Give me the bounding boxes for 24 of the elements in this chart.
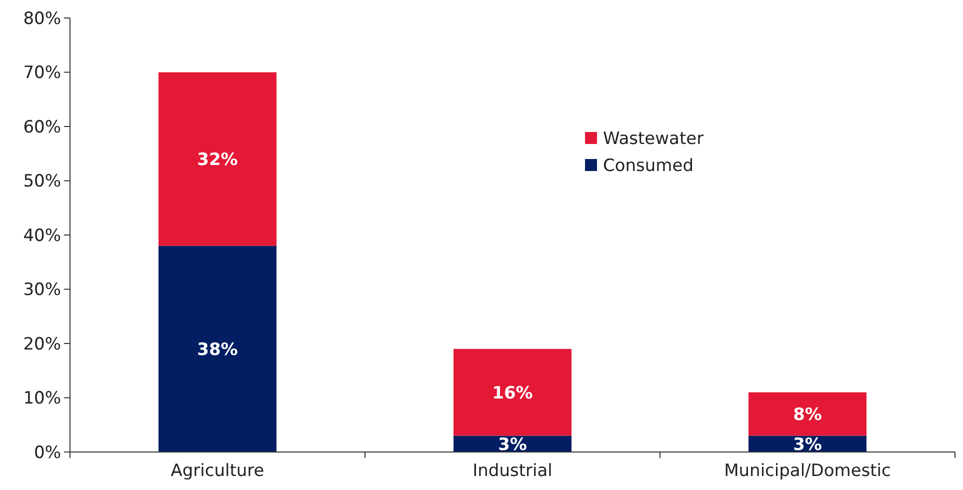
y-tick-label: 40%	[23, 226, 61, 246]
y-tick-label: 10%	[23, 388, 61, 409]
y-tick-label: 50%	[23, 172, 61, 192]
data-label: 8%	[793, 404, 822, 425]
data-label: 32%	[197, 150, 238, 170]
y-tick-label: 0%	[34, 442, 61, 463]
x-tick-label: Agriculture	[170, 461, 264, 481]
y-tick-label: 60%	[23, 117, 61, 138]
bar	[748, 392, 866, 436]
legend-label: Wastewater	[603, 128, 704, 149]
bar	[158, 72, 276, 246]
y-tick-label: 30%	[23, 280, 61, 300]
y-tick-label: 80%	[23, 8, 61, 29]
data-label: 16%	[492, 383, 533, 404]
y-tick-label: 70%	[23, 63, 61, 84]
y-tick-label: 20%	[23, 334, 61, 354]
x-tick-label: Municipal/Domestic	[724, 461, 891, 481]
data-label: 3%	[793, 434, 822, 455]
bar	[158, 246, 276, 452]
data-label: 38%	[197, 340, 238, 360]
x-tick-label: Industrial	[472, 461, 552, 481]
legend-label: Consumed	[603, 156, 694, 176]
bar	[454, 348, 572, 436]
data-label: 3%	[498, 434, 527, 455]
